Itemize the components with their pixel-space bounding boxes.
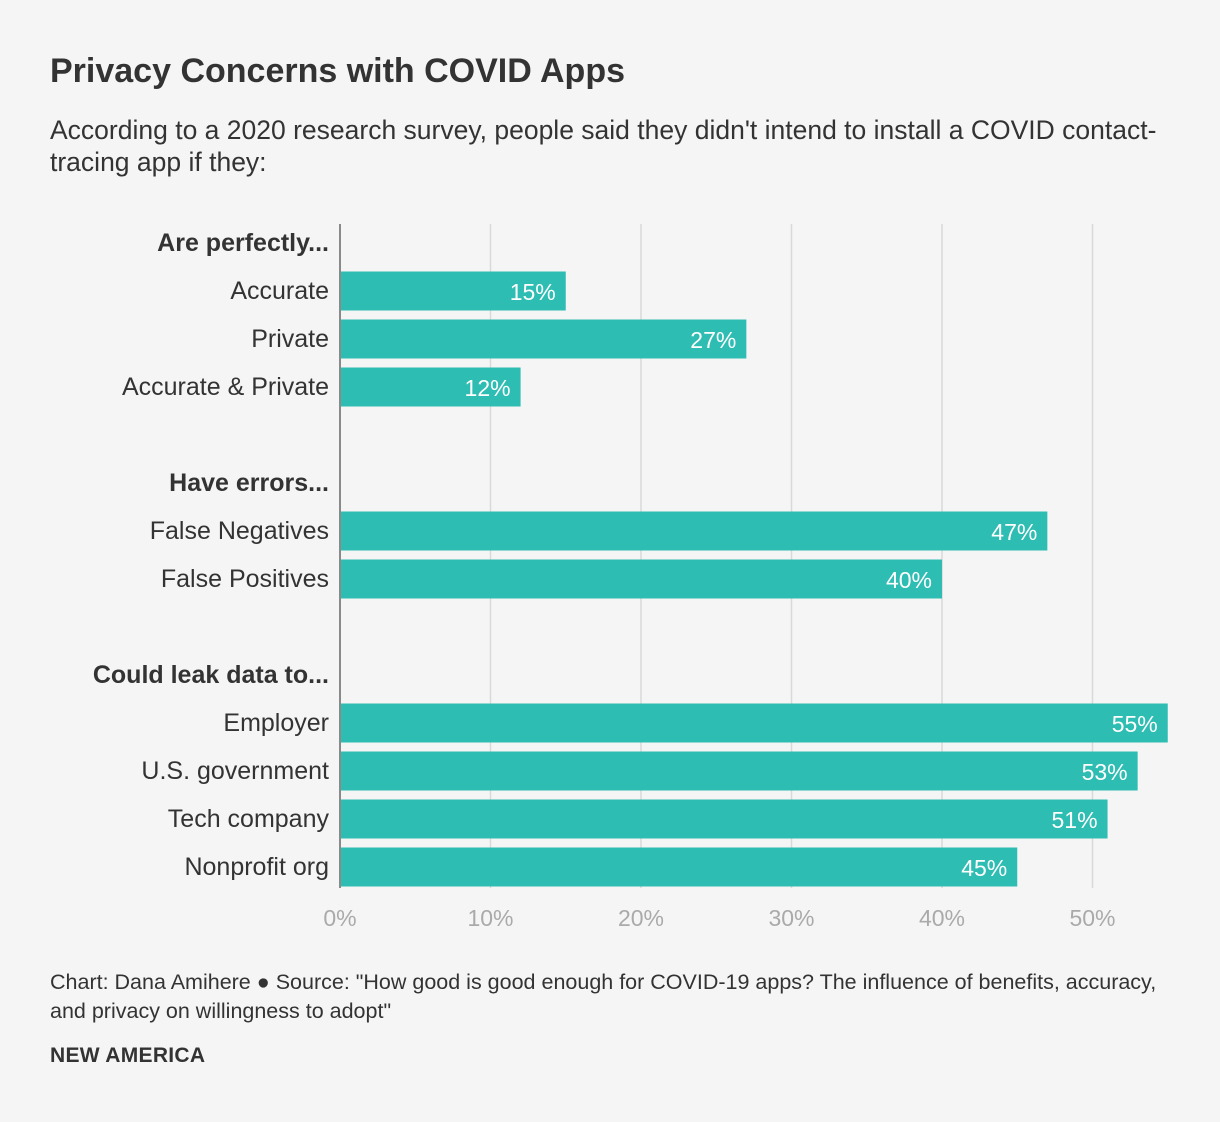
category-label: U.S. government bbox=[141, 757, 329, 785]
category-labels: Are perfectly... Accurate Private Accurate … bbox=[93, 229, 330, 881]
bar-value-label: 40% bbox=[886, 567, 932, 593]
bars: 15% 27% 12% 47% 40% 55% 53% 51% 45% bbox=[340, 271, 1168, 887]
category-label: False Positives bbox=[161, 565, 329, 593]
chart-subtitle: According to a 2020 research survey, peo… bbox=[50, 115, 1157, 177]
bar-value-label: 12% bbox=[465, 375, 511, 401]
bar-value-label: 55% bbox=[1112, 711, 1158, 737]
x-axis: 0% 10% 20% 30% 40% 50% bbox=[323, 224, 1116, 931]
bar-value-label: 27% bbox=[690, 327, 736, 353]
bar-value-label: 15% bbox=[510, 279, 556, 305]
x-tick-label: 0% bbox=[323, 905, 356, 931]
bar-value-label: 47% bbox=[991, 519, 1037, 545]
bar bbox=[340, 511, 1048, 551]
category-label: Tech company bbox=[168, 805, 330, 833]
source-note: Chart: Dana Amihere ● Source: "How good … bbox=[50, 970, 1157, 1023]
category-label: Employer bbox=[223, 709, 329, 737]
bar-value-label: 45% bbox=[961, 855, 1007, 881]
bar bbox=[340, 847, 1018, 887]
brand-name: NEW AMERICA bbox=[50, 1044, 206, 1067]
bar bbox=[340, 559, 942, 599]
category-label: Nonprofit org bbox=[184, 853, 329, 881]
bar-value-label: 53% bbox=[1082, 759, 1128, 785]
chart-title: Privacy Concerns with COVID Apps bbox=[50, 52, 625, 90]
x-tick-label: 20% bbox=[618, 905, 664, 931]
bar bbox=[340, 751, 1138, 791]
bar-value-label: 51% bbox=[1052, 807, 1098, 833]
bar bbox=[340, 799, 1108, 839]
category-label: False Negatives bbox=[150, 517, 329, 545]
x-tick-label: 50% bbox=[1069, 905, 1115, 931]
bar bbox=[340, 271, 566, 311]
x-tick-label: 30% bbox=[768, 905, 814, 931]
x-tick-label: 40% bbox=[919, 905, 965, 931]
group-label: Have errors... bbox=[169, 469, 329, 497]
bar bbox=[340, 703, 1168, 743]
group-label: Are perfectly... bbox=[157, 229, 329, 257]
bar bbox=[340, 367, 521, 407]
x-tick-label: 10% bbox=[467, 905, 513, 931]
category-label: Private bbox=[251, 325, 329, 353]
group-label: Could leak data to... bbox=[93, 661, 329, 689]
category-label: Accurate & Private bbox=[122, 373, 329, 401]
category-label: Accurate bbox=[230, 277, 329, 305]
bar bbox=[340, 319, 747, 359]
